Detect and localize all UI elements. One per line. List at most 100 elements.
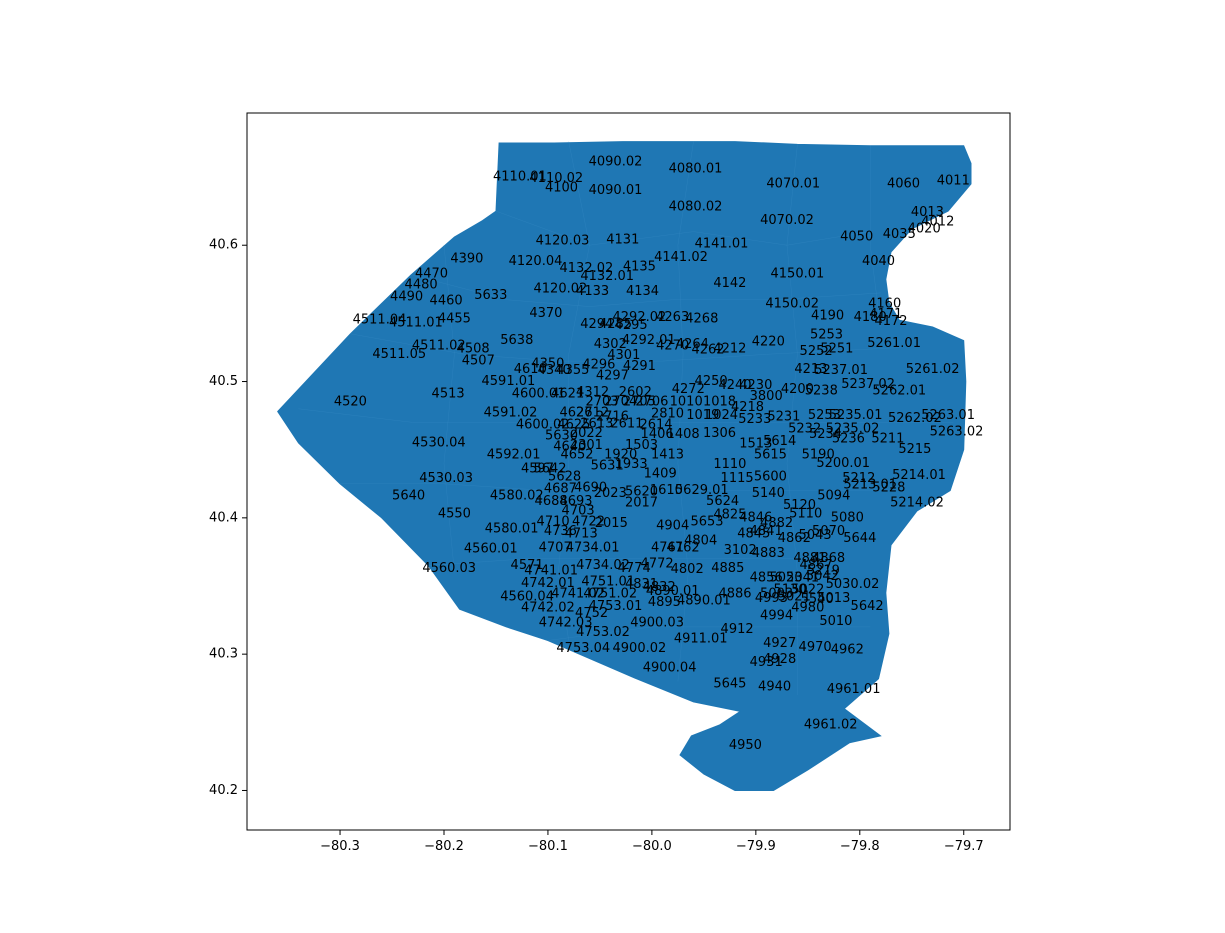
tract-label: 2611 [610, 416, 643, 431]
tract-label: 4013 [911, 205, 944, 220]
tract-label: 1413 [651, 448, 684, 463]
tract-label: 5233 [738, 412, 771, 427]
tract-label: 4882 [760, 516, 793, 531]
tract-label: 1920 [604, 448, 637, 463]
tract-label: 2614 [639, 418, 672, 433]
x-tick-label: −79.9 [736, 839, 776, 854]
tract-label: 5023 [769, 570, 802, 585]
tract-label: 4268 [685, 311, 718, 326]
tract-label: 4762 [667, 540, 700, 555]
tract-label: 5043 [799, 528, 832, 543]
x-tick-label: −80.1 [528, 839, 568, 854]
tract-label: 5253 [808, 408, 841, 423]
tract-label: 5262.02 [888, 411, 942, 426]
tract-label: 5235.02 [826, 422, 880, 437]
tract-label: 4490 [390, 290, 423, 305]
tract-label: 4610 [514, 362, 547, 377]
tract-label: 4295 [615, 318, 648, 333]
tract-label: 4885 [711, 561, 744, 576]
tract-label: 4970 [799, 640, 832, 655]
tract-label: 4250 [695, 374, 728, 389]
tract-label: 5231 [767, 410, 800, 425]
tract-label: 4883 [752, 546, 785, 561]
tract-label: 1024 [705, 408, 738, 423]
tract-label: 4980 [791, 600, 824, 615]
tract-label: 2704 [604, 395, 637, 410]
tract-label: 4297 [596, 369, 629, 384]
tract-boundaries [298, 141, 954, 696]
tract-label: 4302 [594, 337, 627, 352]
tract-label: 4804 [684, 534, 717, 549]
tract-label: 4690 [574, 480, 607, 495]
tract-label: 4171 [869, 307, 902, 322]
tract-label: 4110.01 [493, 170, 547, 185]
axes-frame [246, 112, 1011, 831]
tract-label: 5013 [817, 591, 850, 606]
tract-label: 4867 [800, 558, 833, 573]
tract-label: 4470 [415, 266, 448, 281]
tract-label: 4291 [623, 359, 656, 374]
tract-boundary-line [869, 145, 881, 328]
tract-label: 5120 [783, 498, 816, 513]
tract-label: 5633 [474, 288, 507, 303]
tract-label: 1933 [615, 457, 648, 472]
y-tick-label: 40.2 [209, 783, 238, 798]
tract-label: 5252 [800, 344, 833, 359]
tract-label: 4597 [521, 461, 554, 476]
tract-label: 4035 [883, 227, 916, 242]
tract-label: 4070.01 [766, 176, 820, 191]
tract-label: 1306 [703, 426, 736, 441]
tract-label: 4652 [560, 448, 593, 463]
tract-label: 4600.02 [516, 418, 570, 433]
x-tick-label: −79.7 [944, 839, 984, 854]
tract-label: 4950 [729, 738, 762, 753]
tract-label: 4687 [544, 482, 577, 497]
tract-label: 4455 [438, 311, 471, 326]
tract-label: 4080.02 [669, 200, 723, 215]
tract-label: 5190 [802, 448, 835, 463]
tract-label: 4020 [908, 221, 941, 236]
tract-label: 4626 [559, 405, 592, 420]
tract-label: 4272 [672, 382, 705, 397]
tract-label: 4752 [575, 606, 608, 621]
tract-label: 5235.01 [829, 408, 883, 423]
tract-label: 4560.01 [464, 542, 518, 557]
tract-label: 4530.04 [412, 435, 466, 450]
tract-label: 2015 [595, 516, 628, 531]
tract-label: 4895 [648, 595, 681, 610]
tract-label: 4150.02 [765, 296, 819, 311]
tract-label: 4841 [750, 524, 783, 539]
tract-label: 5237.02 [841, 377, 895, 392]
tract-label: 4218 [731, 400, 764, 415]
tract-label: 5110 [789, 506, 822, 521]
tract-label: 4802 [671, 562, 704, 577]
tract-label: 1503 [625, 438, 658, 453]
tract-label: 4090.02 [589, 155, 643, 170]
tract-label: 4070.02 [760, 213, 814, 228]
tract-label: 4600.01 [512, 386, 566, 401]
tract-label: 5645 [713, 677, 746, 692]
tract-label: 4825 [713, 508, 746, 523]
tract-label: 5213.01 [843, 478, 897, 493]
tract-label: 4460 [430, 294, 463, 309]
tract-label: 2705 [623, 395, 656, 410]
tract-label: 4774 [618, 561, 651, 576]
tract-label: 4580.01 [485, 521, 539, 536]
tract-label: 4831 [625, 577, 658, 592]
tract-label: 5215 [898, 442, 931, 457]
tract-boundary-line [558, 141, 590, 641]
tract-label: 2810 [651, 407, 684, 422]
tract-label: 4132.02 [560, 261, 614, 276]
tract-label: 4180 [854, 310, 887, 325]
tract-label: 1019 [686, 408, 719, 423]
tract-label: 5214.01 [892, 468, 946, 483]
tract-label: 5236 [832, 431, 865, 446]
tract-label: 4741.02 [551, 587, 605, 602]
tract-label: 2716 [596, 410, 629, 425]
y-tick-label: 40.5 [209, 374, 238, 389]
tract-label: 1115 [721, 471, 754, 486]
tract-label: 4190 [811, 309, 844, 324]
tract-label: 4753.02 [576, 625, 630, 640]
tract-label: 4900.04 [643, 660, 697, 675]
tract-label: 4060 [887, 176, 920, 191]
